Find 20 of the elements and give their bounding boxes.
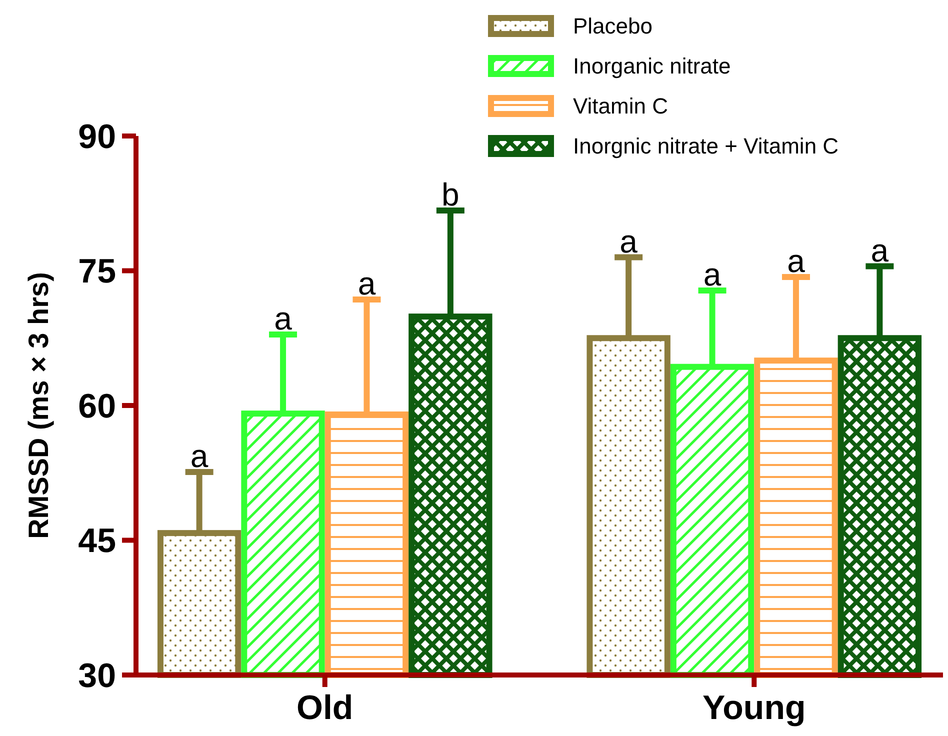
y-tick-label: 90: [78, 118, 116, 156]
annotation: a: [274, 300, 292, 337]
annotation: b: [442, 176, 460, 213]
y-tick-label: 75: [78, 252, 116, 291]
annotation: a: [870, 232, 889, 268]
y-tick-label: 30: [78, 656, 116, 695]
annotation: a: [703, 256, 722, 293]
legend-label: Placebo: [573, 14, 653, 39]
legend-label: Vitamin C: [573, 94, 668, 119]
x-tick-label: Young: [702, 689, 806, 727]
y-axis-title: RMSSD (ms × 3 hrs): [23, 272, 54, 539]
annotation: a: [787, 243, 806, 280]
legend-label: Inorgnic nitrate + Vitamin C: [573, 134, 839, 159]
x-tick-label: Old: [296, 689, 354, 727]
y-tick-label: 60: [78, 387, 116, 426]
annotation: a: [620, 223, 638, 260]
legend-label: Inorganic nitrate: [573, 54, 731, 79]
y-tick-label: 45: [78, 522, 116, 560]
annotation: a: [190, 438, 208, 474]
annotation: a: [358, 265, 376, 302]
